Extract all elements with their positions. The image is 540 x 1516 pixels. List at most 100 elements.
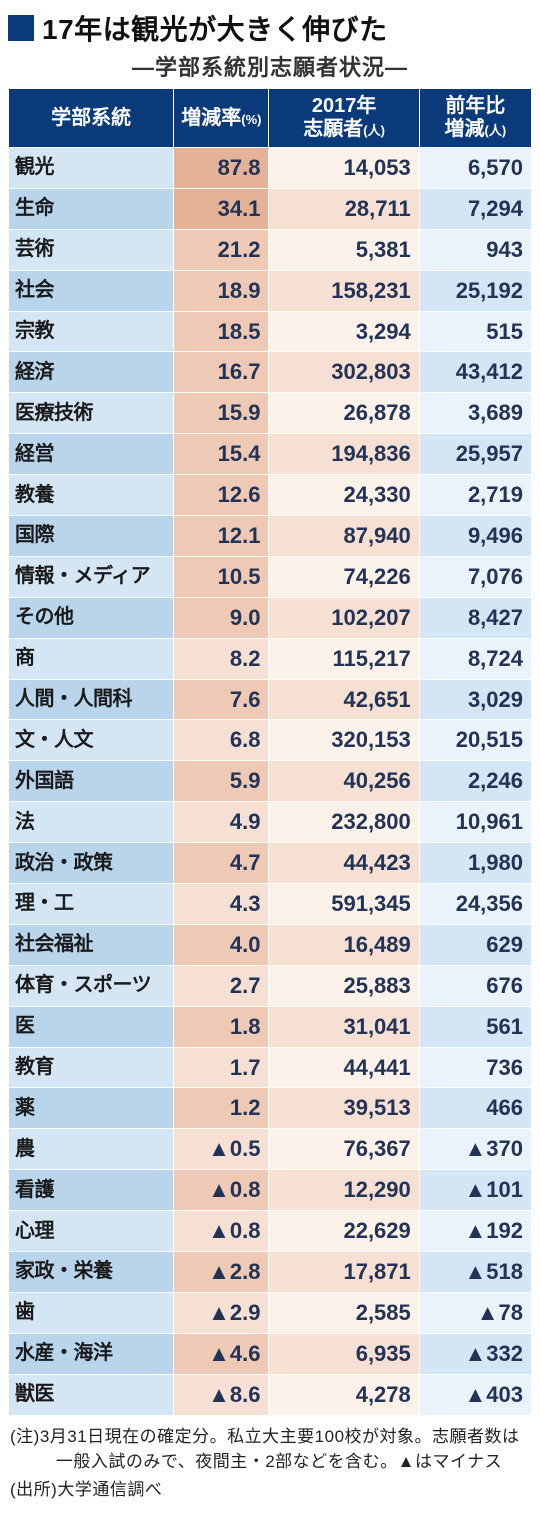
cell-diff: 25,957 xyxy=(419,434,531,475)
col-header-2: 2017年志願者(人) xyxy=(269,89,419,148)
cell-category: 薬 xyxy=(9,1088,174,1129)
cell-rate: 8.2 xyxy=(174,638,269,679)
infographic-table: 17年は観光が大きく伸びた ―学部系統別志願者状況― 学部系統増減率(%)201… xyxy=(0,0,540,1516)
cell-rate: 18.9 xyxy=(174,270,269,311)
cell-rate: 5.9 xyxy=(174,761,269,802)
table-row: 国際12.187,9409,496 xyxy=(9,516,532,557)
table-row: 外国語5.940,2562,246 xyxy=(9,761,532,802)
cell-applicants: 17,871 xyxy=(269,1252,419,1293)
title-row: 17年は観光が大きく伸びた xyxy=(8,8,532,48)
table-row: 教育1.744,441736 xyxy=(9,1047,532,1088)
cell-rate: 4.3 xyxy=(174,884,269,925)
title-square-icon xyxy=(8,15,34,41)
cell-diff: 7,076 xyxy=(419,556,531,597)
cell-category: 生命 xyxy=(9,188,174,229)
cell-rate: 4.9 xyxy=(174,802,269,843)
cell-diff: 1,980 xyxy=(419,843,531,884)
table-row: 生命34.128,7117,294 xyxy=(9,188,532,229)
cell-applicants: 24,330 xyxy=(269,475,419,516)
cell-category: 水産・海洋 xyxy=(9,1333,174,1374)
cell-rate: 7.6 xyxy=(174,679,269,720)
table-row: 医療技術15.926,8783,689 xyxy=(9,393,532,434)
cell-category: 文・人文 xyxy=(9,720,174,761)
cell-applicants: 302,803 xyxy=(269,352,419,393)
cell-applicants: 2,585 xyxy=(269,1292,419,1333)
cell-applicants: 28,711 xyxy=(269,188,419,229)
cell-diff: 515 xyxy=(419,311,531,352)
cell-applicants: 102,207 xyxy=(269,597,419,638)
table-row: 理・工4.3591,34524,356 xyxy=(9,884,532,925)
cell-applicants: 44,441 xyxy=(269,1047,419,1088)
table-row: 薬1.239,513466 xyxy=(9,1088,532,1129)
cell-applicants: 3,294 xyxy=(269,311,419,352)
cell-rate: 12.6 xyxy=(174,475,269,516)
cell-diff: 2,719 xyxy=(419,475,531,516)
cell-rate: 1.8 xyxy=(174,1006,269,1047)
cell-diff: ▲192 xyxy=(419,1211,531,1252)
table-row: 情報・メディア10.574,2267,076 xyxy=(9,556,532,597)
cell-category: 医 xyxy=(9,1006,174,1047)
table-row: 歯▲2.92,585▲78 xyxy=(9,1292,532,1333)
cell-category: 理・工 xyxy=(9,884,174,925)
cell-rate: ▲4.6 xyxy=(174,1333,269,1374)
cell-applicants: 39,513 xyxy=(269,1088,419,1129)
cell-category: 外国語 xyxy=(9,761,174,802)
table-row: 文・人文6.8320,15320,515 xyxy=(9,720,532,761)
cell-category: 心理 xyxy=(9,1211,174,1252)
cell-rate: 2.7 xyxy=(174,965,269,1006)
table-row: 社会18.9158,23125,192 xyxy=(9,270,532,311)
table-row: 農▲0.576,367▲370 xyxy=(9,1129,532,1170)
table-row: 看護▲0.812,290▲101 xyxy=(9,1170,532,1211)
cell-diff: 561 xyxy=(419,1006,531,1047)
cell-diff: ▲518 xyxy=(419,1252,531,1293)
table-row: 体育・スポーツ2.725,883676 xyxy=(9,965,532,1006)
cell-rate: ▲0.5 xyxy=(174,1129,269,1170)
cell-rate: 4.7 xyxy=(174,843,269,884)
cell-applicants: 42,651 xyxy=(269,679,419,720)
cell-category: 観光 xyxy=(9,148,174,189)
cell-rate: ▲0.8 xyxy=(174,1170,269,1211)
cell-category: 経営 xyxy=(9,434,174,475)
cell-diff: ▲332 xyxy=(419,1333,531,1374)
cell-rate: 15.4 xyxy=(174,434,269,475)
cell-diff: 43,412 xyxy=(419,352,531,393)
cell-rate: 10.5 xyxy=(174,556,269,597)
cell-category: 政治・政策 xyxy=(9,843,174,884)
cell-diff: 8,427 xyxy=(419,597,531,638)
cell-rate: ▲2.9 xyxy=(174,1292,269,1333)
cell-applicants: 40,256 xyxy=(269,761,419,802)
cell-diff: 736 xyxy=(419,1047,531,1088)
footnotes: (注)3月31日現在の確定分。私立大主要100校が対象。志願者数は一般入試のみで… xyxy=(8,1424,532,1503)
cell-category: 歯 xyxy=(9,1292,174,1333)
table-row: 心理▲0.822,629▲192 xyxy=(9,1211,532,1252)
table-row: 芸術21.25,381943 xyxy=(9,229,532,270)
cell-applicants: 194,836 xyxy=(269,434,419,475)
col-header-3: 前年比増減(人) xyxy=(419,89,531,148)
cell-applicants: 31,041 xyxy=(269,1006,419,1047)
table-row: 教養12.624,3302,719 xyxy=(9,475,532,516)
cell-category: 人間・人間科 xyxy=(9,679,174,720)
cell-diff: 7,294 xyxy=(419,188,531,229)
table-row: 家政・栄養▲2.817,871▲518 xyxy=(9,1252,532,1293)
cell-rate: 9.0 xyxy=(174,597,269,638)
cell-rate: 12.1 xyxy=(174,516,269,557)
footnote-line: (注)3月31日現在の確定分。私立大主要100校が対象。志願者数は一般入試のみで… xyxy=(10,1424,530,1475)
cell-category: 農 xyxy=(9,1129,174,1170)
cell-category: 国際 xyxy=(9,516,174,557)
cell-category: 社会福祉 xyxy=(9,924,174,965)
footnote-source: (出所)大学通信調べ xyxy=(10,1477,530,1503)
data-table: 学部系統増減率(%)2017年志願者(人)前年比増減(人) 観光87.814,0… xyxy=(8,88,532,1416)
cell-diff: 3,029 xyxy=(419,679,531,720)
page-title: 17年は観光が大きく伸びた xyxy=(42,8,388,48)
cell-applicants: 12,290 xyxy=(269,1170,419,1211)
cell-rate: 18.5 xyxy=(174,311,269,352)
cell-category: 体育・スポーツ xyxy=(9,965,174,1006)
cell-category: 医療技術 xyxy=(9,393,174,434)
table-row: 政治・政策4.744,4231,980 xyxy=(9,843,532,884)
table-row: その他9.0102,2078,427 xyxy=(9,597,532,638)
table-header: 学部系統増減率(%)2017年志願者(人)前年比増減(人) xyxy=(9,89,532,148)
cell-category: 経済 xyxy=(9,352,174,393)
table-row: 社会福祉4.016,489629 xyxy=(9,924,532,965)
cell-diff: 24,356 xyxy=(419,884,531,925)
cell-diff: ▲101 xyxy=(419,1170,531,1211)
